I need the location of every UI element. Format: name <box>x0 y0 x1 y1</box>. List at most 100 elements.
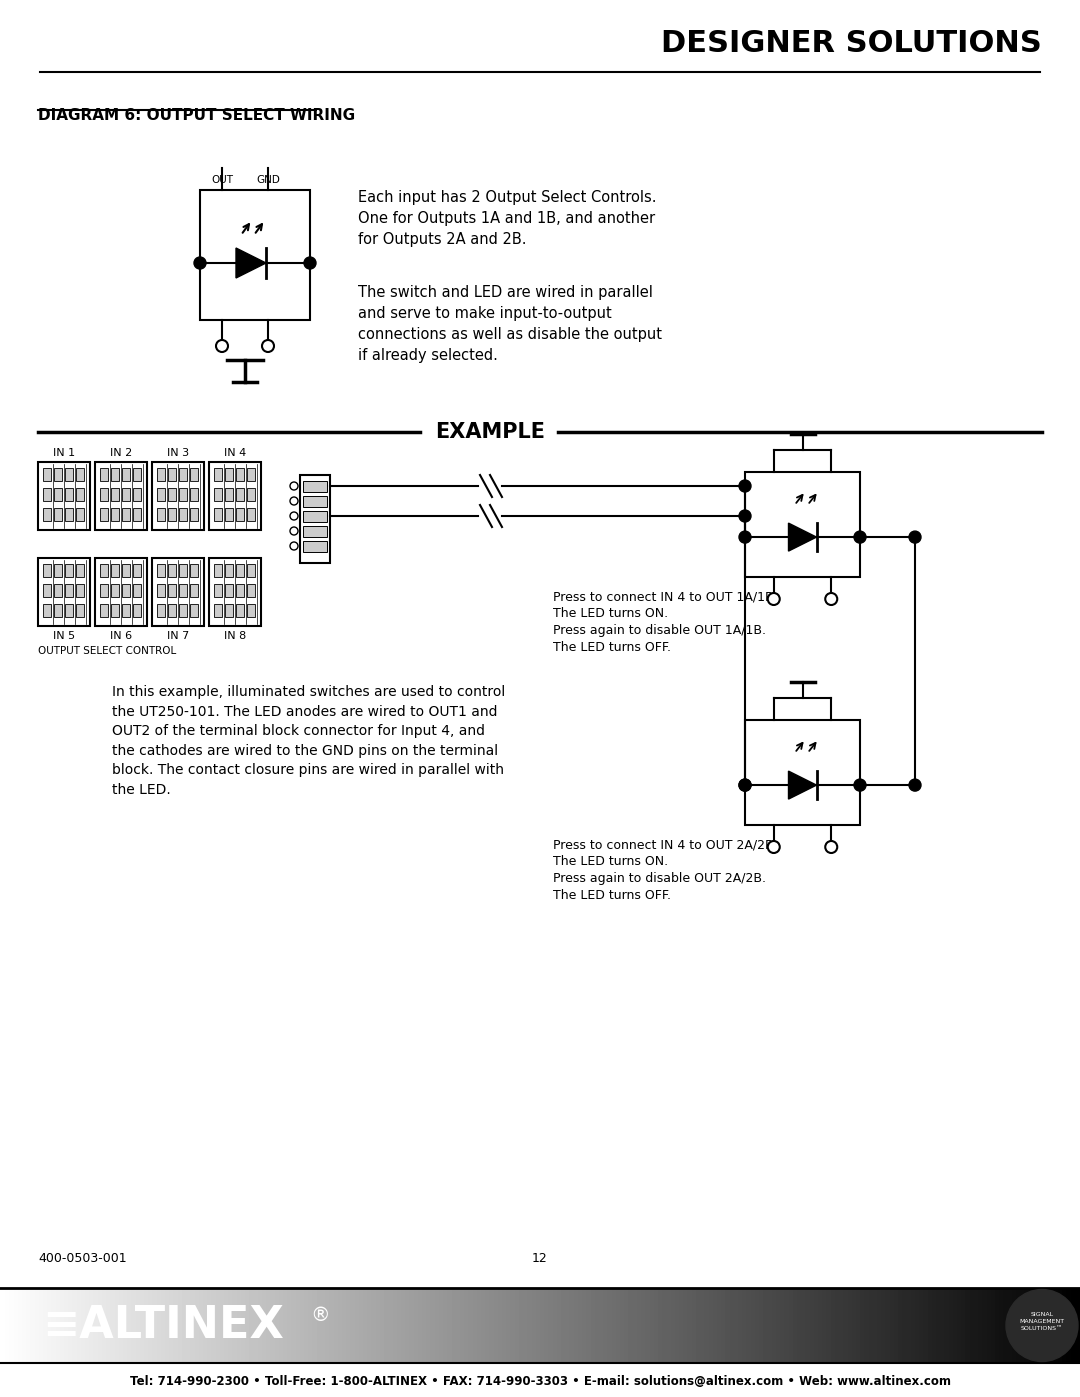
Bar <box>168 488 176 502</box>
Bar <box>122 509 130 521</box>
Bar <box>76 584 84 597</box>
Bar <box>43 604 51 617</box>
Circle shape <box>1005 1289 1078 1362</box>
Bar <box>190 509 198 521</box>
Bar <box>214 584 222 597</box>
Circle shape <box>262 339 274 352</box>
Bar <box>303 511 327 522</box>
Bar <box>54 564 62 577</box>
Bar <box>237 604 244 617</box>
Circle shape <box>194 257 206 270</box>
Circle shape <box>291 482 298 490</box>
Bar <box>111 604 119 617</box>
Circle shape <box>291 527 298 535</box>
Bar <box>43 584 51 597</box>
Bar <box>133 604 141 617</box>
Bar <box>200 190 310 320</box>
Text: IN 1: IN 1 <box>53 448 76 458</box>
Circle shape <box>854 531 866 543</box>
Bar <box>168 604 176 617</box>
Circle shape <box>739 780 751 791</box>
Bar <box>745 719 860 826</box>
Bar <box>152 557 204 626</box>
Bar <box>65 584 73 597</box>
Circle shape <box>909 531 921 543</box>
Bar <box>237 488 244 502</box>
Bar <box>157 564 165 577</box>
Bar <box>225 488 233 502</box>
Bar <box>100 468 108 481</box>
Text: OUTPUT SELECT CONTROL: OUTPUT SELECT CONTROL <box>38 645 176 657</box>
Bar <box>122 488 130 502</box>
Bar <box>133 468 141 481</box>
Bar <box>157 488 165 502</box>
Text: IN 3: IN 3 <box>167 448 189 458</box>
Bar <box>54 468 62 481</box>
Bar <box>247 488 255 502</box>
Bar <box>214 564 222 577</box>
Bar <box>76 604 84 617</box>
Text: IN 6: IN 6 <box>110 631 132 641</box>
Bar <box>168 468 176 481</box>
Circle shape <box>768 841 780 854</box>
Bar <box>214 468 222 481</box>
Polygon shape <box>788 522 816 550</box>
Bar <box>225 584 233 597</box>
Bar <box>237 509 244 521</box>
Text: OUT: OUT <box>211 175 233 184</box>
Bar <box>65 468 73 481</box>
Bar <box>157 509 165 521</box>
Bar <box>157 468 165 481</box>
Bar <box>95 557 147 626</box>
Bar <box>214 604 222 617</box>
Bar <box>179 604 187 617</box>
Bar <box>122 584 130 597</box>
Bar <box>303 481 327 492</box>
Bar <box>247 584 255 597</box>
Bar <box>100 584 108 597</box>
Text: ®: ® <box>310 1306 329 1324</box>
Bar <box>237 584 244 597</box>
Bar <box>100 604 108 617</box>
Bar <box>54 584 62 597</box>
Bar <box>133 509 141 521</box>
Bar <box>111 584 119 597</box>
Bar <box>122 468 130 481</box>
Bar <box>111 564 119 577</box>
Circle shape <box>739 531 751 543</box>
Bar <box>54 488 62 502</box>
Bar <box>247 564 255 577</box>
Bar <box>225 604 233 617</box>
Bar <box>210 462 261 529</box>
Bar <box>225 468 233 481</box>
Bar <box>247 468 255 481</box>
Text: Press to connect IN 4 to OUT 2A/2B.
The LED turns ON.
Press again to disable OUT: Press to connect IN 4 to OUT 2A/2B. The … <box>553 838 778 902</box>
Bar <box>43 468 51 481</box>
Bar <box>179 584 187 597</box>
Polygon shape <box>237 249 266 278</box>
Text: Each input has 2 Output Select Controls.
One for Outputs 1A and 1B, and another
: Each input has 2 Output Select Controls.… <box>357 190 657 247</box>
Text: IN 2: IN 2 <box>110 448 132 458</box>
Text: Press to connect IN 4 to OUT 1A/1B.
The LED turns ON.
Press again to disable OUT: Press to connect IN 4 to OUT 1A/1B. The … <box>553 590 778 654</box>
Bar <box>76 488 84 502</box>
Bar <box>237 468 244 481</box>
Bar <box>157 584 165 597</box>
Bar <box>247 509 255 521</box>
Text: Tel: 714-990-2300 • Toll-Free: 1-800-ALTINEX • FAX: 714-990-3303 • E-mail: solut: Tel: 714-990-2300 • Toll-Free: 1-800-ALT… <box>130 1375 950 1389</box>
Text: IN 8: IN 8 <box>224 631 246 641</box>
Bar <box>38 462 90 529</box>
Bar <box>168 509 176 521</box>
Text: SIGNAL
MANAGEMENT
SOLUTIONS™: SIGNAL MANAGEMENT SOLUTIONS™ <box>1020 1312 1065 1330</box>
Circle shape <box>303 257 316 270</box>
Bar <box>190 488 198 502</box>
Circle shape <box>909 780 921 791</box>
Bar <box>111 468 119 481</box>
Circle shape <box>291 542 298 550</box>
Bar <box>225 564 233 577</box>
Polygon shape <box>788 771 816 799</box>
Bar <box>179 488 187 502</box>
Bar <box>111 488 119 502</box>
Bar <box>54 604 62 617</box>
Bar <box>43 564 51 577</box>
Bar <box>38 557 90 626</box>
